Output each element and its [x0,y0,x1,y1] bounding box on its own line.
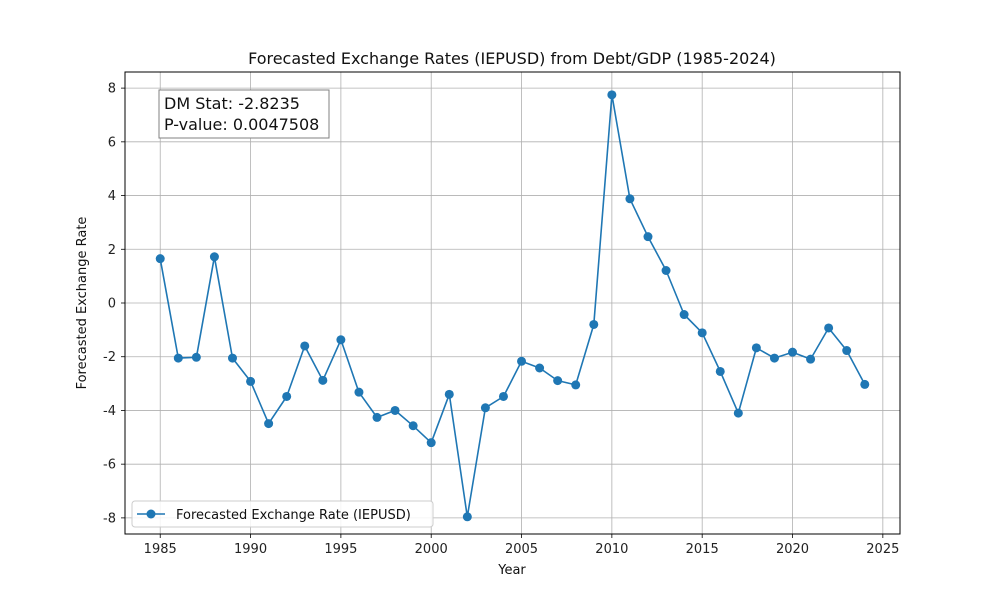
data-point-1986 [173,353,183,363]
data-point-2005 [517,356,527,366]
stat-annotation-box [158,89,330,139]
x-tick-label: 1990 [234,542,267,557]
y-tick-label: -2 [103,350,116,365]
data-point-2018 [751,343,761,353]
y-tick-label: -6 [103,458,116,473]
x-tick-label: 1995 [324,542,357,557]
data-point-1992 [282,391,292,401]
data-point-1985 [155,254,165,264]
x-tick-label: 2020 [776,542,809,557]
data-point-2004 [498,391,508,401]
data-point-1996 [354,387,364,397]
data-point-2019 [769,353,779,363]
series-layer [155,90,870,522]
legend: Forecasted Exchange Rate (IEPUSD) [131,500,434,528]
data-point-2003 [480,403,490,413]
data-point-2010 [607,90,617,100]
data-point-2012 [643,232,653,242]
data-point-2022 [824,323,834,333]
x-axis: 1985 1990 1995 2000 2005 2010 2015 2020 2025 [144,534,899,557]
data-point-2007 [553,376,563,386]
data-point-2020 [788,347,798,357]
legend-box [131,500,434,528]
x-tick-label: 1985 [144,542,177,557]
chart-title: Forecasted Exchange Rates (IEPUSD) from … [248,49,776,68]
data-point-2015 [697,328,707,338]
data-point-2009 [589,319,599,329]
y-tick-label: 2 [108,243,116,258]
data-point-1987 [191,352,201,362]
x-tick-label: 2010 [595,542,628,557]
dm-stat-text: DM Stat: -2.8235 [164,94,300,113]
x-tick-label: 2005 [505,542,538,557]
data-point-1988 [209,252,219,262]
stat-annotation: DM Stat: -2.8235 P-value: 0.0047508 [158,89,330,139]
data-point-2023 [842,346,852,356]
y-tick-label: -8 [103,511,116,526]
data-point-1997 [372,412,382,422]
y-axis-label: Forecasted Exchange Rate [75,217,90,390]
p-value-text: P-value: 0.0047508 [164,115,319,134]
data-point-2014 [679,310,689,320]
legend-label: Forecasted Exchange Rate (IEPUSD) [176,508,411,523]
data-point-1990 [246,376,256,386]
data-point-1991 [264,419,274,429]
data-point-2021 [806,354,816,364]
data-point-1995 [336,335,346,345]
y-tick-label: 4 [108,189,116,204]
y-tick-label: 0 [108,297,116,312]
data-point-2006 [535,363,545,373]
data-point-1993 [300,341,310,351]
data-point-2001 [444,389,454,399]
data-point-2016 [715,366,725,376]
data-point-2013 [661,265,671,275]
series-line [159,94,866,518]
y-axis: -8 -6 -4 -2 0 2 4 6 8 [103,82,125,526]
x-tick-label: 2015 [686,542,719,557]
data-point-2024 [860,379,870,389]
y-tick-label: 8 [108,82,116,97]
data-point-1989 [227,353,237,363]
y-tick-label: 6 [108,135,116,150]
data-point-2017 [733,408,743,418]
y-tick-label: -4 [103,404,116,419]
legend-marker-swatch [146,509,156,519]
x-axis-label: Year [497,563,526,578]
data-point-2002 [462,512,472,522]
data-point-2011 [625,194,635,204]
x-tick-label: 2025 [866,542,899,557]
x-tick-label: 2000 [415,542,448,557]
data-point-2008 [571,380,581,390]
data-point-2000 [426,438,436,448]
data-point-1998 [390,405,400,415]
data-point-1999 [408,421,418,431]
grid-lines [125,72,900,534]
data-point-1994 [318,375,328,385]
